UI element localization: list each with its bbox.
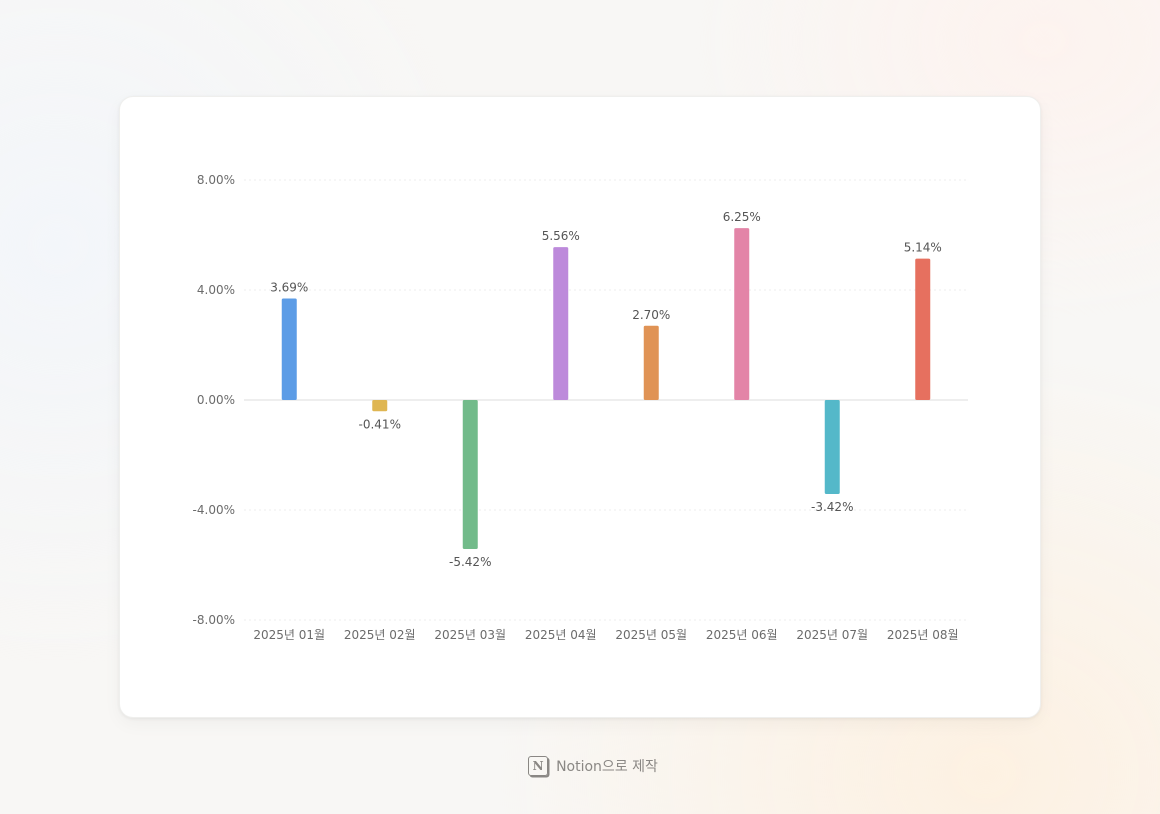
x-tick-label: 2025년 02월 bbox=[344, 628, 416, 642]
data-label: -3.42% bbox=[811, 500, 853, 514]
x-tick-label: 2025년 07월 bbox=[796, 628, 868, 642]
footer-text: Notion으로 제작 bbox=[556, 759, 658, 775]
x-tick-label: 2025년 05월 bbox=[615, 628, 687, 642]
y-tick-label: 0.00% bbox=[197, 393, 235, 407]
y-tick-label: 4.00% bbox=[197, 283, 235, 297]
bar bbox=[824, 400, 840, 495]
footer[interactable]: N Notion으로 제작 bbox=[13, 754, 1160, 778]
bar bbox=[734, 228, 750, 400]
bar bbox=[915, 258, 931, 400]
y-tick-label: -4.00% bbox=[193, 503, 235, 517]
data-label: 6.25% bbox=[723, 210, 761, 224]
data-label: 5.56% bbox=[542, 229, 580, 243]
x-tick-label: 2025년 04월 bbox=[525, 628, 597, 642]
notion-logo-icon: N bbox=[528, 756, 549, 776]
bar bbox=[281, 298, 297, 400]
data-label: -0.41% bbox=[359, 417, 401, 431]
data-label: 5.14% bbox=[904, 241, 942, 255]
bar bbox=[553, 247, 569, 400]
x-tick-label: 2025년 06월 bbox=[706, 628, 778, 642]
bar bbox=[372, 400, 388, 412]
data-label: 3.69% bbox=[270, 281, 308, 295]
x-tick-label: 2025년 08월 bbox=[887, 628, 959, 642]
y-tick-label: 8.00% bbox=[197, 173, 235, 187]
data-label: 2.70% bbox=[632, 308, 670, 322]
data-label: -5.42% bbox=[449, 555, 491, 569]
chart-card: 8.00% 4.00% 0.00% -4.00% -8.00% 3.69% 2025년 01… bbox=[119, 96, 1041, 718]
x-tick-label: 2025년 03월 bbox=[434, 628, 506, 642]
y-tick-label: -8.00% bbox=[193, 613, 235, 627]
bar-chart: 8.00% 4.00% 0.00% -4.00% -8.00% 3.69% 2025년 01… bbox=[193, 173, 968, 642]
bar bbox=[462, 400, 478, 550]
x-tick-label: 2025년 01월 bbox=[253, 628, 325, 642]
bar bbox=[643, 325, 659, 400]
